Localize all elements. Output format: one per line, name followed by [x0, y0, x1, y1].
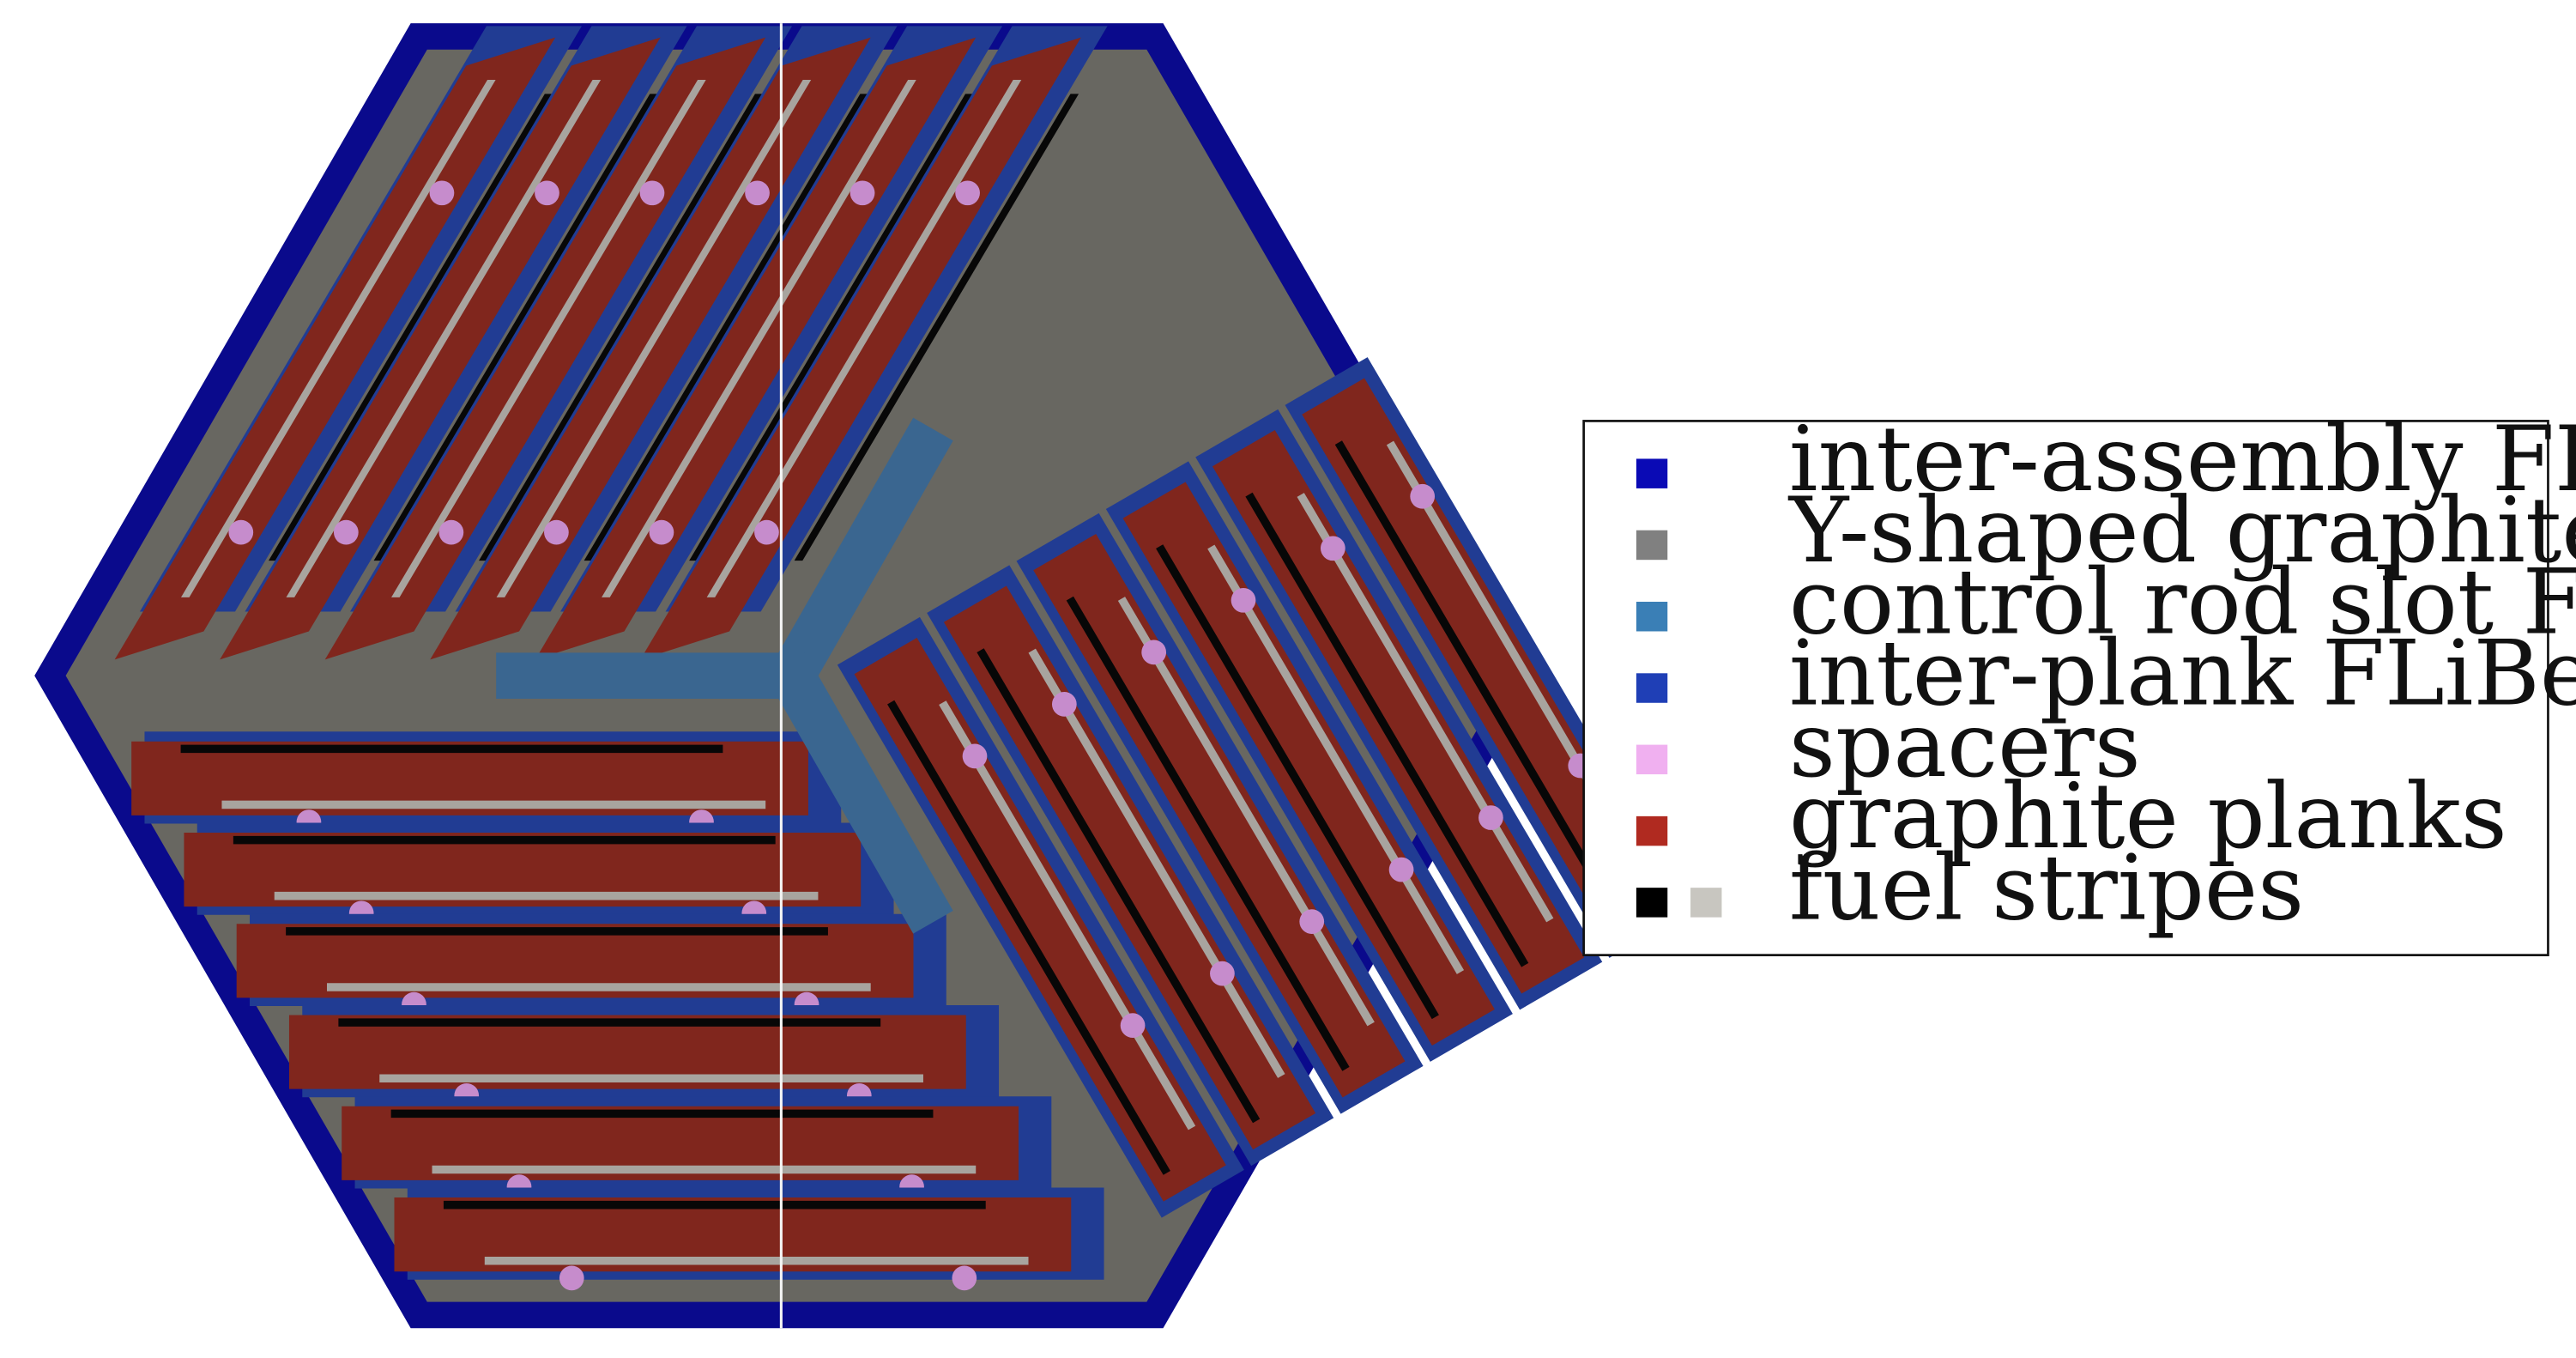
spacer — [429, 180, 455, 206]
fuel-stripe-dark — [977, 648, 1261, 1124]
fuel-stripe-dark — [443, 1200, 986, 1209]
spacer — [1478, 805, 1503, 830]
fuel-stripe-dark — [887, 700, 1170, 1175]
legend-box — [1582, 420, 2549, 956]
spacer — [639, 180, 665, 206]
legend-swatch-control-rod-slot-flibe — [1636, 602, 1668, 632]
graphite-plank — [1302, 378, 1674, 942]
graphite-plank — [184, 833, 862, 907]
legend-label-inter-assembly-flibe: inter-assembly FLiBe — [1789, 406, 2576, 512]
fuel-stripe-light — [326, 983, 871, 991]
hexagonal-assembly — [34, 23, 1692, 1329]
fuel-stripe-dark — [233, 835, 776, 845]
spacer — [1141, 640, 1167, 665]
graphite-plank — [288, 1015, 966, 1089]
spacer — [544, 519, 569, 545]
fuel-stripe-light — [379, 1074, 923, 1083]
graphite-plank — [1033, 533, 1406, 1098]
control-rod-slot — [496, 417, 953, 934]
legend: inter-assembly FLiBeY-shaped graphite st… — [1582, 406, 2576, 956]
spacer — [228, 519, 254, 545]
spacer — [1320, 536, 1345, 561]
fuel-stripe-dark — [338, 1018, 881, 1027]
fuel-stripe-light — [484, 1256, 1029, 1265]
fuel-stripe-dark — [689, 94, 974, 561]
spacer — [745, 180, 770, 206]
spacer — [1410, 483, 1436, 509]
spacer — [1210, 961, 1235, 986]
spacer — [649, 519, 674, 545]
fuel-stripe-light — [496, 79, 812, 597]
legend-label-graphite-planks: graphite planks — [1789, 763, 2507, 869]
graphite-plank — [342, 1106, 1019, 1180]
fuel-stripe-dark — [269, 94, 553, 561]
spacer — [754, 519, 779, 545]
fuel-stripe-light — [286, 79, 602, 597]
spacer — [850, 180, 875, 206]
spacer — [955, 180, 980, 206]
spacer — [438, 519, 464, 545]
graphite-plank — [943, 585, 1316, 1150]
control-rod-slot-arm — [771, 664, 953, 934]
legend-swatch-inter-plank-flibe — [1636, 673, 1668, 703]
spacer — [535, 180, 559, 206]
spacer — [952, 1265, 977, 1291]
spacer — [1051, 691, 1077, 717]
legend-swatch-y-shaped-graphite-structure — [1636, 530, 1668, 561]
graphite-plank — [854, 637, 1226, 1202]
control-rod-slot-arm — [771, 417, 953, 688]
fuel-stripe-dark — [180, 744, 723, 754]
fuel-stripe-light — [221, 800, 766, 809]
plank-sector-right — [837, 357, 1692, 1218]
fuel-stripe-light — [602, 79, 916, 597]
spacer — [1388, 857, 1414, 882]
spacer — [962, 743, 988, 769]
fuel-stripe-light — [706, 79, 1022, 597]
graphite-plank — [1122, 482, 1495, 1046]
fuel-stripe-light — [274, 891, 819, 900]
fuel-stripe-dark — [1245, 492, 1529, 967]
graphite-plank — [394, 1197, 1072, 1272]
spacer — [559, 1265, 584, 1291]
fuel-stripe-dark — [373, 94, 658, 561]
legend-swatch-spacers — [1636, 744, 1668, 775]
fuel-stripe-light — [180, 79, 496, 597]
fuel-stripe-dark — [1156, 544, 1439, 1020]
legend-swatch-graphite-planks — [1636, 815, 1668, 846]
fuel-stripe-dark — [1334, 440, 1618, 916]
graphite-plank — [131, 741, 808, 815]
spacer — [1120, 1013, 1146, 1038]
fuel-stripe-light — [391, 79, 706, 597]
fuel-stripe-dark — [584, 94, 869, 561]
control-rod-slot-hub — [765, 649, 819, 702]
legend-swatch-fuel-stripes-2 — [1690, 888, 1722, 918]
spacer — [1299, 909, 1325, 934]
legend-label-control-rod-slot-flibe: control rod slot FLiBe — [1789, 549, 2576, 654]
legend-label-y-shaped-graphite-structure: Y-shaped graphite structure — [1787, 477, 2576, 583]
legend-label-fuel-stripes: fuel stripes — [1789, 835, 2304, 941]
fuel-stripe-dark — [286, 927, 828, 936]
fuel-stripe-dark — [390, 1109, 934, 1119]
fuel-stripe-dark — [794, 94, 1079, 561]
spacer — [333, 519, 359, 545]
fuel-stripe-dark — [479, 94, 764, 561]
plank-sector-top — [114, 26, 1108, 660]
graphite-plank — [1212, 429, 1585, 994]
legend-label-inter-plank-flibe: inter-plank FLiBe — [1789, 621, 2576, 726]
fuel-stripe-light — [432, 1165, 977, 1174]
graphite-plank — [236, 924, 914, 998]
legend-swatch-fuel-stripes-1 — [1636, 888, 1668, 918]
plank-sector-bottom-left — [131, 731, 1104, 1291]
spacer — [1231, 587, 1256, 613]
legend-swatch-inter-assembly-flibe — [1636, 458, 1668, 488]
legend-label-spacers: spacers — [1789, 692, 2141, 797]
fuel-stripe-dark — [1066, 596, 1350, 1071]
